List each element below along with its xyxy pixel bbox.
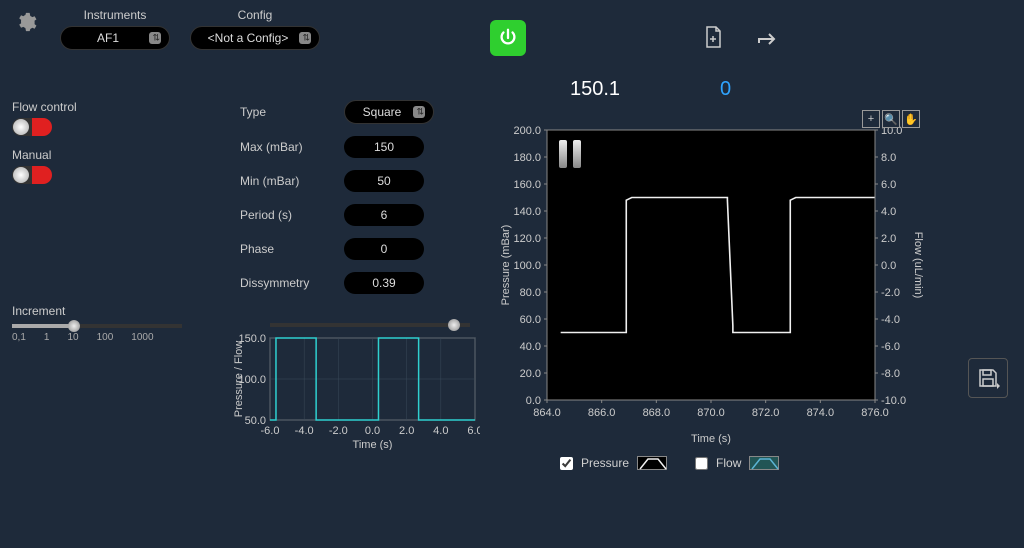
svg-text:870.0: 870.0 [697,407,725,419]
left-panel: Flow control Manual Increment 0,1 1 10 1… [0,90,200,353]
pan-tool-icon[interactable]: ✋ [902,110,920,128]
main-chart-area: + 🔍 ✋ 0.0 20.0 40.0 60.0 80.0 100.0 120.0 140.0… [495,110,925,460]
svg-text:876.0: 876.0 [861,407,889,419]
svg-text:0.0: 0.0 [881,260,896,272]
pressure-swatch [637,456,667,470]
param-value[interactable]: 0 [344,238,424,260]
preview-chart: 50.0100.0150.0-6.0-4.0-2.00.02.04.06.0Ti… [230,330,480,450]
svg-text:8.0: 8.0 [881,152,896,164]
svg-text:180.0: 180.0 [513,152,541,164]
instruments-dropdown[interactable]: AF1 [60,26,170,50]
increment-slider[interactable] [12,324,182,328]
svg-text:874.0: 874.0 [807,407,835,419]
type-dropdown[interactable]: Square [344,100,434,124]
svg-text:200.0: 200.0 [513,125,541,137]
crosshair-tool-icon[interactable]: + [862,110,880,128]
svg-text:6.0: 6.0 [881,179,896,191]
svg-text:Time (s): Time (s) [353,439,393,450]
svg-text:866.0: 866.0 [588,407,616,419]
svg-text:0.0: 0.0 [365,425,380,437]
zoom-tool-icon[interactable]: 🔍 [882,110,900,128]
instruments-label: Instruments [84,8,147,22]
param-label: Period (s) [240,208,330,222]
increment-label: Increment [12,304,188,318]
svg-text:2.0: 2.0 [399,425,414,437]
svg-text:868.0: 868.0 [643,407,671,419]
type-label: Type [240,105,330,119]
flow-control-label: Flow control [12,100,188,114]
svg-text:40.0: 40.0 [520,341,541,353]
svg-text:-6.0: -6.0 [881,341,900,353]
chart-legend: Pressure Flow [560,456,779,470]
svg-text:Time (s): Time (s) [691,433,731,445]
flow-control-toggle[interactable] [12,118,52,136]
svg-text:60.0: 60.0 [520,314,541,326]
svg-text:120.0: 120.0 [513,233,541,245]
manual-toggle[interactable] [12,166,52,184]
svg-text:Pressure (mBar): Pressure (mBar) [500,225,512,306]
waveform-panel: Type Square Max (mBar) 150 Min (mBar) 50 Per… [240,100,470,306]
svg-text:-8.0: -8.0 [881,368,900,380]
flow-checkbox[interactable] [695,457,708,470]
svg-text:-2.0: -2.0 [329,425,348,437]
svg-text:-2.0: -2.0 [881,287,900,299]
manual-label: Manual [12,148,188,162]
param-label: Max (mBar) [240,140,330,154]
param-value[interactable]: 6 [344,204,424,226]
flow-legend-label: Flow [716,456,741,470]
power-button[interactable] [490,20,526,56]
svg-text:Flow (uL/min): Flow (uL/min) [912,232,924,299]
config-dropdown[interactable]: <Not a Config> [190,26,320,50]
param-label: Min (mBar) [240,174,330,188]
param-value[interactable]: 150 [344,136,424,158]
svg-text:864.0: 864.0 [533,407,561,419]
config-label: Config [238,8,273,22]
save-button[interactable] [968,358,1008,398]
svg-text:6.0: 6.0 [467,425,480,437]
increment-tick-labels: 0,1 1 10 100 1000 [12,332,188,343]
pressure-legend-label: Pressure [581,456,629,470]
pressure-checkbox[interactable] [560,457,573,470]
flow-readout: 0 [720,78,731,101]
svg-text:4.0: 4.0 [433,425,448,437]
main-chart: 0.0 20.0 40.0 60.0 80.0 100.0 120.0 140.0 160.0 1… [495,110,925,450]
pressure-readout: 150.1 [570,78,620,101]
forward-arrow-icon[interactable] [750,20,784,54]
param-value[interactable]: 0.39 [344,272,424,294]
svg-text:-4.0: -4.0 [295,425,314,437]
svg-text:-10.0: -10.0 [881,395,906,407]
param-label: Phase [240,242,330,256]
svg-text:-4.0: -4.0 [881,314,900,326]
new-file-icon[interactable] [696,20,730,54]
flow-swatch [749,456,779,470]
svg-text:80.0: 80.0 [520,287,541,299]
svg-text:140.0: 140.0 [513,206,541,218]
svg-text:160.0: 160.0 [513,179,541,191]
svg-text:20.0: 20.0 [520,368,541,380]
svg-text:100.0: 100.0 [513,260,541,272]
svg-text:0.0: 0.0 [526,395,541,407]
svg-text:872.0: 872.0 [752,407,780,419]
param-value[interactable]: 50 [344,170,424,192]
top-bar: Instruments AF1 Config <Not a Config> [0,0,1024,64]
svg-text:2.0: 2.0 [881,233,896,245]
svg-text:-6.0: -6.0 [261,425,280,437]
preview-slider[interactable] [270,323,470,327]
settings-gear-icon[interactable] [12,8,40,36]
svg-text:Pressure / Flow: Pressure / Flow [233,341,245,417]
param-label: Dissymmetry [240,276,330,290]
svg-text:4.0: 4.0 [881,206,896,218]
